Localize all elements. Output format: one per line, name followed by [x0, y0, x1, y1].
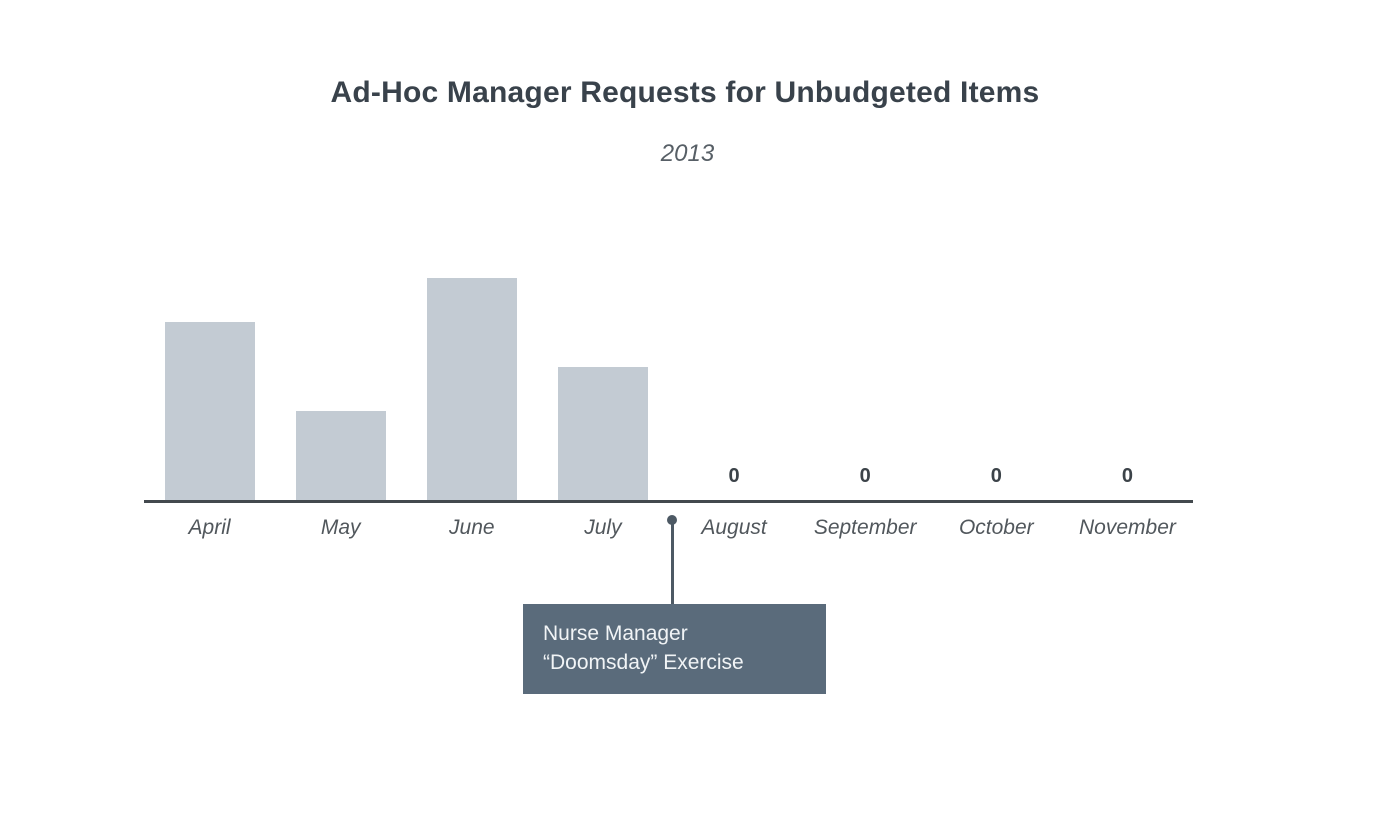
annotation-text-line1: Nurse Manager	[543, 622, 688, 645]
x-label-april: April	[188, 516, 231, 539]
annotation-callout-box: Nurse Manager “Doomsday” Exercise	[523, 604, 826, 694]
annotation-text-line2: “Doomsday” Exercise	[543, 651, 744, 674]
bar-may	[295, 411, 386, 500]
zero-label-november: 0	[1121, 465, 1133, 487]
category-july	[537, 270, 668, 500]
category-may	[275, 270, 406, 500]
category-april	[144, 270, 275, 500]
chart-title: Ad-Hoc Manager Requests for Unbudgeted I…	[330, 76, 1040, 109]
bar-july	[557, 366, 648, 500]
x-axis-labels: April May June July August September Oct…	[144, 516, 1193, 540]
bar-june	[426, 278, 517, 500]
x-label-may: May	[320, 516, 361, 539]
chart-subtitle: 2013	[660, 140, 715, 167]
annotation-marker-dot	[667, 515, 677, 525]
x-label-november: November	[1079, 516, 1176, 539]
annotation-connector-line	[671, 524, 674, 605]
zero-label-september: 0	[859, 465, 871, 487]
category-august: 0	[669, 270, 800, 500]
zero-label-august: 0	[728, 465, 740, 487]
x-label-june: June	[449, 516, 495, 539]
category-october: 0	[931, 270, 1062, 500]
x-label-september: September	[813, 516, 917, 539]
x-label-october: October	[958, 516, 1034, 539]
plot-area: 0 0 0 0	[144, 270, 1193, 503]
x-label-august: August	[701, 516, 767, 539]
x-label-july: July	[584, 516, 622, 539]
category-september: 0	[800, 270, 931, 500]
category-november: 0	[1062, 270, 1193, 500]
zero-label-october: 0	[990, 465, 1002, 487]
category-june	[406, 270, 537, 500]
bar-april	[164, 322, 255, 500]
